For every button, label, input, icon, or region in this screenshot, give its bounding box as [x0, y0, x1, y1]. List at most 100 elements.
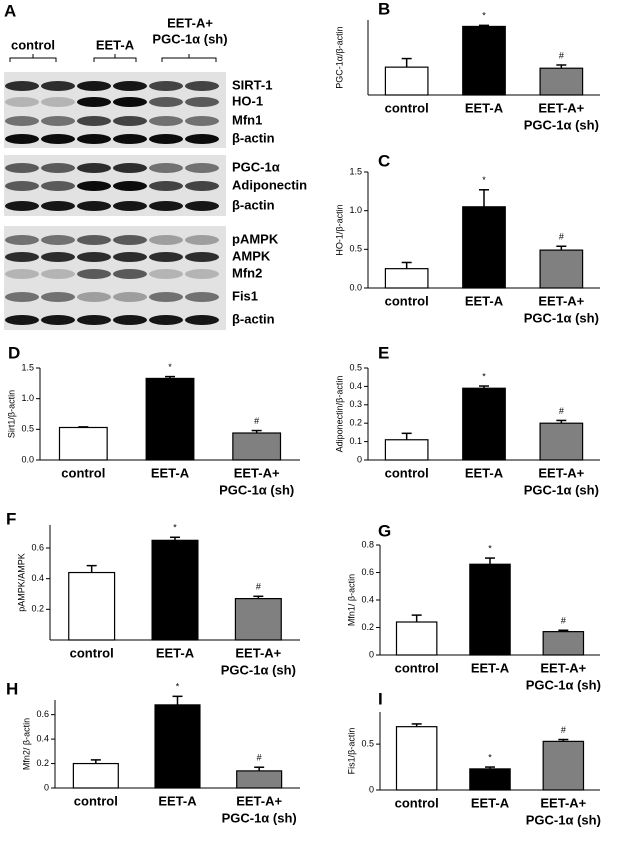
blot-band: [41, 315, 75, 325]
blot-band: [113, 201, 147, 211]
blot-band: [41, 134, 75, 144]
y-tick-label: 0.5: [349, 244, 362, 254]
x-tick-label: PGC-1α (sh): [526, 812, 601, 827]
y-tick-label: 0.2: [36, 758, 49, 768]
blot-band: [77, 163, 111, 173]
bar: [542, 740, 585, 791]
blot-band: [41, 252, 75, 262]
bar: [234, 597, 282, 641]
y-tick-label: 0.2: [31, 604, 44, 614]
row-label: Adiponectin: [232, 177, 307, 192]
panel-label: B: [378, 0, 390, 18]
panel-label: F: [6, 509, 16, 528]
blot-membrane: [4, 226, 226, 330]
y-tick-label: 0.5: [21, 424, 34, 434]
y-axis-title: PGC-1α/β-actin: [334, 26, 344, 88]
blot-band: [185, 181, 219, 191]
blot-band: [185, 315, 219, 325]
bar: [539, 249, 584, 289]
y-tick-label: 0.6: [361, 567, 374, 577]
panel-label: E: [378, 343, 389, 362]
y-axis-title: Fis1/β-actin: [346, 728, 356, 775]
y-tick-label: 0.2: [361, 622, 374, 632]
bar: [462, 206, 506, 289]
group-bracket: [9, 54, 57, 62]
x-tick-label: EET-A: [465, 465, 504, 480]
bar: [232, 432, 282, 461]
panel-label: H: [6, 679, 18, 698]
blot-band: [149, 252, 183, 262]
blot-band: [113, 97, 147, 107]
x-tick-label: control: [395, 660, 439, 675]
blot-band: [185, 116, 219, 126]
y-tick-label: 0.4: [31, 573, 44, 583]
bar: [469, 768, 511, 791]
bar: [236, 770, 283, 789]
blot-band: [5, 116, 39, 126]
y-tick-label: 0.2: [349, 418, 362, 428]
x-tick-label: control: [74, 793, 118, 808]
significance-mark: #: [559, 406, 564, 416]
y-tick-label: 1.5: [21, 362, 34, 372]
y-tick-label: 0: [369, 649, 374, 659]
y-axis-title: Mfn2/ β-actin: [21, 718, 31, 770]
blot-band: [113, 292, 147, 302]
x-tick-label: control: [385, 100, 429, 115]
blot-band: [149, 269, 183, 279]
significance-mark: #: [559, 50, 564, 60]
y-axis-title: Adiponectin/β-actin: [334, 376, 344, 453]
x-tick-label: EET-A: [156, 645, 195, 660]
significance-mark: #: [559, 232, 564, 242]
bar: [469, 563, 511, 656]
x-tick-label: EET-A: [471, 660, 510, 675]
significance-mark: *: [482, 11, 486, 21]
y-tick-label: 0.0: [21, 454, 34, 464]
blot-band: [149, 163, 183, 173]
y-tick-label: 0.3: [349, 399, 362, 409]
blot-band: [185, 201, 219, 211]
x-tick-label: EET-A+: [538, 293, 584, 308]
x-tick-label: control: [385, 465, 429, 480]
blot-band: [113, 163, 147, 173]
x-tick-label: EET-A+: [538, 100, 584, 115]
y-axis-title: HO-1/β-actin: [334, 204, 344, 255]
blot-band: [185, 163, 219, 173]
bar: [151, 539, 199, 641]
bar: [384, 439, 429, 461]
blot-band: [149, 292, 183, 302]
blot-band: [149, 97, 183, 107]
blot-band: [41, 116, 75, 126]
bar: [395, 621, 438, 656]
blot-band: [41, 269, 75, 279]
y-tick-label: 0.6: [31, 542, 44, 552]
bar: [384, 66, 429, 96]
x-tick-label: PGC-1α (sh): [221, 662, 296, 677]
blot-band: [185, 134, 219, 144]
blot-band: [113, 81, 147, 91]
bar: [72, 762, 119, 789]
blot-band: [5, 201, 39, 211]
x-tick-label: control: [70, 645, 114, 660]
y-tick-label: 0: [44, 782, 49, 792]
group-label: EET-A+: [167, 15, 213, 30]
row-label: Mfn2: [232, 265, 262, 280]
blot-band: [185, 252, 219, 262]
x-tick-label: EET-A+: [234, 465, 280, 480]
row-label: β-actin: [232, 311, 275, 326]
x-tick-label: EET-A: [151, 465, 190, 480]
blot-band: [77, 81, 111, 91]
row-label: Mfn1: [232, 112, 262, 127]
blot-band: [77, 292, 111, 302]
bar: [539, 67, 584, 96]
blot-band: [77, 116, 111, 126]
x-tick-label: EET-A+: [540, 795, 586, 810]
y-tick-label: 0: [369, 784, 374, 794]
x-tick-label: PGC-1α (sh): [222, 810, 297, 825]
blot-band: [113, 269, 147, 279]
bar: [58, 426, 108, 461]
y-tick-label: 0: [357, 454, 362, 464]
blot-band: [41, 81, 75, 91]
group-label: EET-A: [96, 37, 135, 52]
blot-band: [5, 292, 39, 302]
y-tick-label: 0.4: [36, 733, 49, 743]
